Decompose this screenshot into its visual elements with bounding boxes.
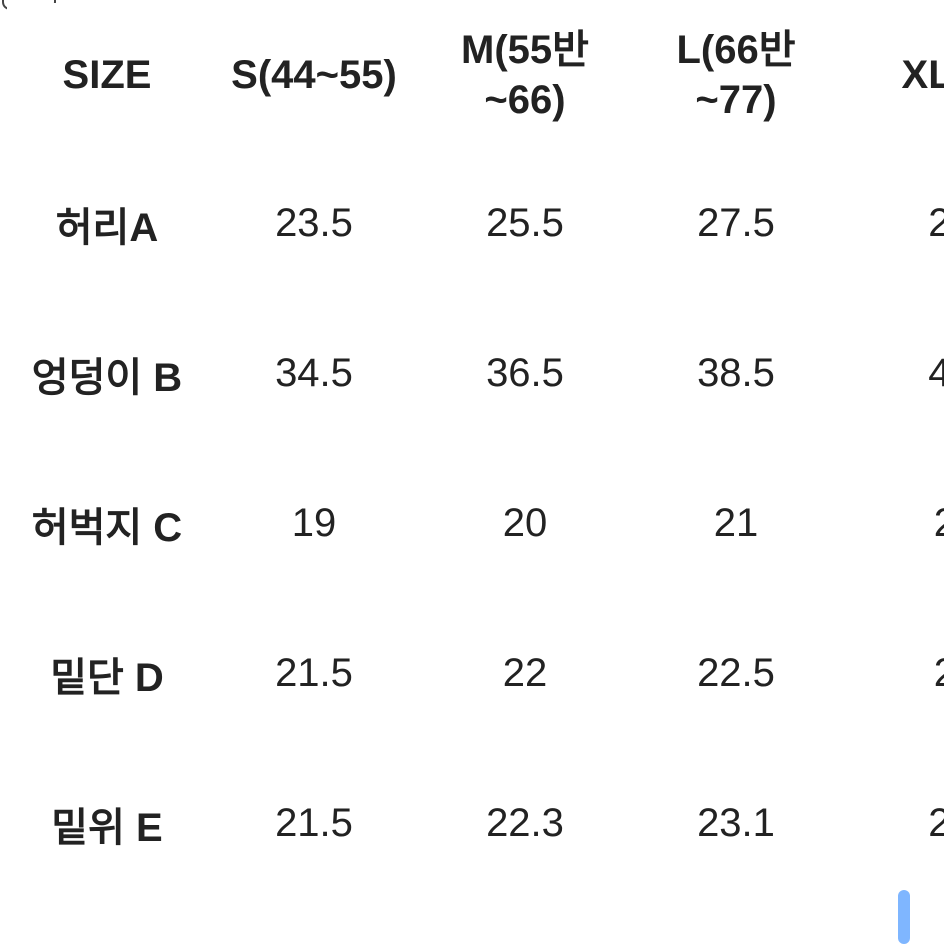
- header-s: S(44~55): [210, 3, 418, 147]
- cell: 21: [632, 450, 840, 597]
- cell: 19: [210, 450, 418, 597]
- row-label: 허벅지 C: [7, 450, 207, 597]
- header-row: SIZE S(44~55) M(55반~66) L(66반~77) XL(77: [7, 3, 944, 147]
- cell: 29.5: [421, 900, 629, 944]
- cell: 23: [843, 600, 944, 747]
- size-table: SIZE S(44~55) M(55반~66) L(66반~77) XL(77 …: [4, 0, 944, 944]
- cell: 22.5: [632, 600, 840, 747]
- cell: 29.: [843, 150, 944, 297]
- row-label: 총기장 F: [7, 900, 207, 944]
- page: SIZE S(44~55) M(55반~66) L(66반~77) XL(77 …: [0, 0, 944, 944]
- cell: 25.5: [421, 150, 629, 297]
- table-row: 허벅지 C 19 20 21 22: [7, 450, 944, 597]
- size-table-wrap: SIZE S(44~55) M(55반~66) L(66반~77) XL(77 …: [4, 0, 944, 944]
- cell: 38.5: [632, 300, 840, 447]
- cell: 21.5: [210, 750, 418, 897]
- header-xl: XL(77: [843, 3, 944, 147]
- table-row: 엉덩이 B 34.5 36.5 38.5 40.: [7, 300, 944, 447]
- cell: 23.1: [632, 750, 840, 897]
- table-row: 총기장 F 28.5 29.5 30 30: [7, 900, 944, 944]
- cell: 22: [421, 600, 629, 747]
- header-l: L(66반~77): [632, 3, 840, 147]
- row-label: 밑단 D: [7, 600, 207, 747]
- row-label: 밑위 E: [7, 750, 207, 897]
- cell: 34.5: [210, 300, 418, 447]
- cell: 30: [843, 900, 944, 944]
- table-row: 밑단 D 21.5 22 22.5 23: [7, 600, 944, 747]
- row-label: 허리A: [7, 150, 207, 297]
- table-row: 허리A 23.5 25.5 27.5 29.: [7, 150, 944, 297]
- cell: 30: [632, 900, 840, 944]
- cell: 23.5: [210, 150, 418, 297]
- cell: 20: [421, 450, 629, 597]
- row-label: 엉덩이 B: [7, 300, 207, 447]
- table-row: 밑위 E 21.5 22.3 23.1 23.: [7, 750, 944, 897]
- scrollbar-thumb[interactable]: [898, 890, 910, 944]
- cell: 40.: [843, 300, 944, 447]
- header-m: M(55반~66): [421, 3, 629, 147]
- header-size: SIZE: [7, 3, 207, 147]
- cell: 22.3: [421, 750, 629, 897]
- cell: 27.5: [632, 150, 840, 297]
- cell: 22: [843, 450, 944, 597]
- cell: 21.5: [210, 600, 418, 747]
- cell: 23.: [843, 750, 944, 897]
- cell: 28.5: [210, 900, 418, 944]
- cell: 36.5: [421, 300, 629, 447]
